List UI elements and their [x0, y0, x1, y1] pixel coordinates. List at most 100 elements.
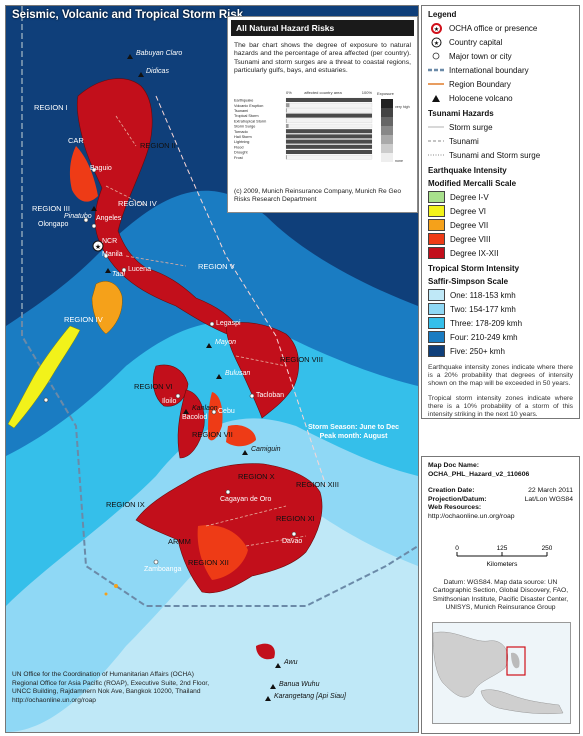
ts-swatch — [428, 303, 445, 315]
hazard-bar-track — [285, 155, 373, 160]
locator-mainland — [432, 631, 509, 698]
volcano-icon — [206, 343, 212, 348]
cebu-island — [208, 392, 223, 441]
tsunami-heading: Tsunami Hazards — [428, 109, 494, 118]
region-label: REGION III — [32, 204, 70, 213]
axis-right-label: 100% — [362, 90, 373, 95]
exposure-scale-step — [381, 117, 393, 126]
region-label: CAR — [68, 136, 84, 145]
city-label: Zamboanga — [144, 566, 182, 573]
ts-row: Five: 250+ kmh — [428, 344, 579, 358]
city-label: Legaspi — [216, 320, 241, 327]
hazard-bar — [286, 155, 287, 160]
town-marker — [175, 393, 181, 399]
region-label: REGION V — [198, 262, 235, 271]
region-label: REGION VIII — [280, 355, 323, 364]
axis-mid-label: affected country area — [304, 90, 342, 95]
capital-icon: ★ — [428, 37, 444, 47]
negros-island — [177, 389, 205, 459]
org-line: http://ochaonline.un.org/roap — [12, 696, 96, 704]
datum-source: Datum: WGS84. Map data source: UN Cartog… — [432, 579, 569, 612]
hazard-bar-track — [285, 123, 373, 129]
ts-heading: Tropical Storm Intensity — [428, 264, 520, 273]
scale-mid: 125 — [497, 545, 508, 552]
legend-storm-surge: Storm surge — [428, 120, 579, 134]
legend-label: Region Boundary — [449, 79, 511, 89]
exposure-scale-step — [381, 108, 393, 117]
locator-extent-box — [506, 646, 526, 676]
storm-season-line: Storm Season: June to Dec — [308, 424, 400, 431]
eq-swatch — [428, 219, 445, 231]
legend-panel: Legend ★ OCHA office or presence ★ Count… — [421, 5, 580, 419]
region-label: REGION X — [238, 472, 275, 481]
city-label: Baguio — [90, 165, 112, 172]
legend-label: Five: 250+ kmh — [450, 346, 505, 356]
region-label: REGION VI — [134, 382, 173, 391]
volcano-icon — [242, 450, 248, 455]
hazard-category-label: Extratropical Storm — [234, 119, 266, 123]
legend-town: Major town or city — [428, 49, 579, 63]
hazard-bar — [286, 139, 372, 144]
very-high-label: very high — [395, 105, 410, 109]
sangihe-island — [256, 643, 275, 660]
hazard-bar — [286, 129, 372, 134]
volcano-label: Camiguin — [251, 446, 281, 453]
mindanao-island — [135, 463, 323, 594]
legend-label: Degree IX-XII — [450, 248, 499, 258]
volcano-label: Kanlaon — [192, 405, 218, 412]
hazard-category-label: Frost — [234, 156, 244, 160]
axis-left-label: 0% — [286, 90, 292, 95]
region-label: REGION IV — [64, 315, 103, 324]
eq-heading: Earthquake Intensity — [428, 166, 507, 175]
region-label: REGION VII — [192, 430, 233, 439]
eq-row: Degree VI — [428, 204, 579, 218]
legend-label: Tsunami — [449, 136, 479, 146]
eq-row: Degree VIII — [428, 232, 579, 246]
legend-label: Three: 178-209 kmh — [450, 318, 523, 328]
ts-row: Three: 178-209 kmh — [428, 316, 579, 330]
hazard-inset-panel: All Natural Hazard Risks The bar chart s… — [227, 16, 418, 213]
storm-peak-line: Peak month: August — [319, 433, 388, 440]
volcano-icon — [216, 374, 222, 379]
capital-star-icon: ★ — [95, 243, 101, 251]
ts-swatch — [428, 289, 445, 301]
hazard-category-label: Flood — [234, 145, 244, 149]
storm-legend: One: 118-153 kmh Two: 154-177 kmh Three: 1… — [422, 288, 579, 358]
exposure-label: Exposure — [377, 91, 395, 96]
hazard-bar — [286, 103, 290, 108]
hazard-bar — [286, 124, 289, 128]
region-label: REGION IX — [106, 500, 145, 509]
region-label: REGION IV — [118, 199, 157, 208]
volcano-label: Mayon — [215, 339, 237, 346]
legend-tsunami: Tsunami — [428, 134, 579, 148]
exposure-scale-step — [381, 126, 393, 135]
legend-capital: ★ Country capital — [428, 35, 579, 49]
web-link[interactable]: http://ochaonline.un.org/roap — [428, 512, 515, 520]
legend-label: OCHA office or presence — [449, 23, 538, 33]
hazard-bar-track — [285, 108, 373, 113]
town-marker — [83, 217, 89, 223]
projection-row: Projection/Datum: Lat/Lon WGS84 — [422, 496, 579, 505]
volcano-label: Pinatubo — [64, 213, 92, 220]
town-marker — [153, 559, 159, 565]
hazard-bar — [286, 108, 287, 113]
palawan-island — [7, 325, 81, 429]
hazard-category-label: Tropical Storm — [234, 114, 259, 118]
region-label: REGION II — [140, 141, 176, 150]
ts-row: One: 118-153 kmh — [428, 288, 579, 302]
eq-row: Degree VII — [428, 218, 579, 232]
legend-ocha: ★ OCHA office or presence — [428, 21, 579, 35]
org-line: UNCC Building, Rajdamnern Nok Ave, Bangk… — [12, 688, 201, 696]
hazard-bar — [286, 118, 287, 123]
hazard-bar — [286, 98, 372, 102]
volcano-label: Karangetang [Api Siau] — [274, 693, 346, 700]
town-marker — [291, 531, 297, 537]
region-boundary-icon — [428, 79, 444, 89]
scale-max: 250 — [542, 545, 552, 552]
ts-swatch — [428, 345, 445, 357]
mindoro-island — [91, 281, 123, 335]
scale-bar: 0 125 250 Kilometers — [455, 545, 552, 568]
hazard-bar-chart: 0% affected country area 100% Exposure v… — [234, 90, 410, 163]
legend-label: One: 118-153 kmh — [450, 290, 516, 300]
legend-label: Degree VI — [450, 206, 487, 216]
